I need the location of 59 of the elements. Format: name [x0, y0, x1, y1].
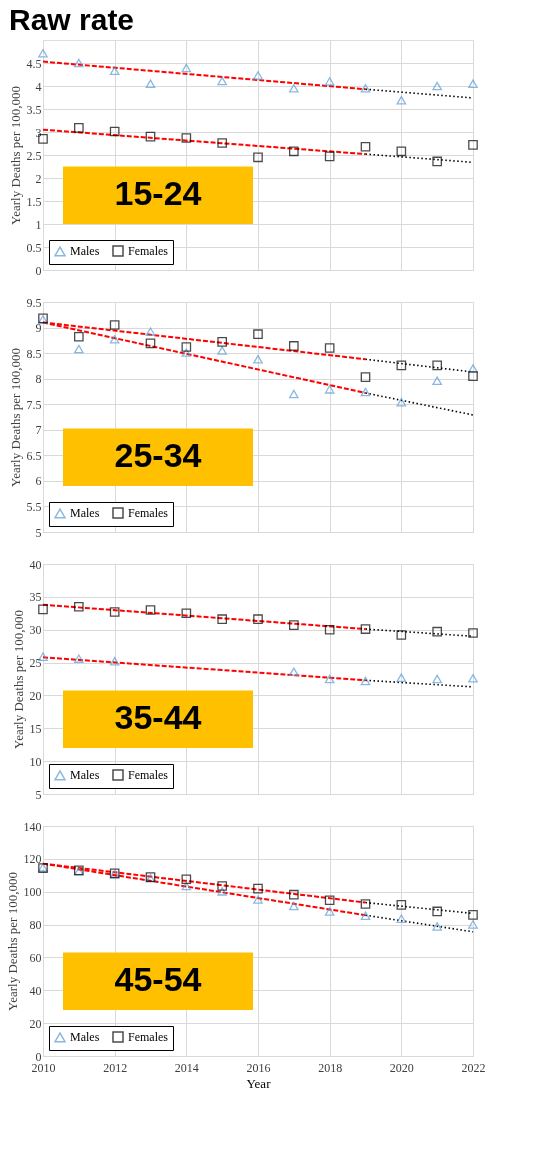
- y-tick-label: 40: [29, 557, 42, 572]
- y-tick-label: 8: [35, 372, 42, 387]
- y-tick-label: 7.5: [26, 397, 42, 412]
- y-tick-label: 0: [35, 263, 42, 278]
- chart-title: Raw rate: [9, 3, 135, 36]
- y-tick-label: 5: [35, 525, 42, 540]
- y-tick-label: 3: [35, 125, 42, 140]
- annotation: 35-44: [114, 698, 202, 737]
- annotation: 45-54: [114, 960, 202, 999]
- y-tick-label: 0.5: [26, 240, 42, 255]
- y-tick-label: 7: [35, 423, 42, 438]
- y-tick-label: 60: [29, 950, 42, 965]
- legend-label: Females: [128, 1030, 169, 1044]
- y-tick-label: 35: [29, 590, 42, 605]
- y-axis-title: Yearly Deaths per 100,000: [7, 86, 23, 225]
- y-tick-label: 8.5: [26, 346, 42, 361]
- legend-label: Males: [70, 244, 100, 259]
- x-tick-label: 2016: [246, 1060, 271, 1075]
- y-tick-label: 9.5: [26, 295, 42, 310]
- y-tick-label: 40: [29, 983, 42, 998]
- y-tick-label: 2: [35, 171, 42, 186]
- legend-label: Females: [128, 506, 169, 520]
- y-tick-label: 100: [23, 885, 42, 900]
- y-tick-label: 20: [29, 1016, 42, 1031]
- y-tick-label: 20: [29, 688, 42, 703]
- legend-label: Males: [70, 1030, 100, 1045]
- y-tick-label: 140: [23, 819, 42, 834]
- y-tick-label: 6.5: [26, 448, 42, 463]
- y-tick-label: 1.5: [26, 194, 42, 209]
- y-axis-title: Yearly Deaths per 100,000: [7, 348, 23, 487]
- y-tick-label: 5.5: [26, 499, 42, 514]
- y-tick-label: 2.5: [26, 148, 42, 163]
- legend-label: Females: [128, 768, 169, 782]
- y-tick-label: 5: [35, 787, 42, 802]
- annotation: 25-34: [114, 436, 202, 475]
- y-tick-label: 4.5: [26, 56, 42, 71]
- y-tick-label: 80: [29, 918, 42, 933]
- legend-label: Males: [70, 768, 100, 783]
- y-tick-label: 9: [35, 321, 42, 336]
- y-axis-title: Yearly Deaths per 100,000: [4, 872, 20, 1011]
- x-tick-label: 2018: [318, 1060, 343, 1075]
- x-tick-label: 2022: [461, 1060, 486, 1075]
- y-tick-label: 4: [35, 79, 42, 94]
- x-axis-title: Year: [246, 1075, 272, 1091]
- x-tick-label: 2014: [174, 1060, 199, 1075]
- y-tick-label: 3.5: [26, 102, 42, 117]
- x-tick-label: 2020: [389, 1060, 414, 1075]
- y-axis-title: Yearly Deaths per 100,000: [10, 610, 26, 749]
- y-tick-label: 6: [35, 474, 42, 489]
- x-tick-label: 2012: [103, 1060, 128, 1075]
- y-tick-label: 1: [35, 217, 42, 232]
- legend-label: Males: [70, 506, 100, 521]
- y-tick-label: 25: [29, 656, 42, 671]
- y-tick-label: 10: [29, 754, 42, 769]
- y-tick-label: 30: [29, 623, 42, 638]
- y-tick-label: 15: [29, 721, 42, 736]
- annotation: 15-24: [114, 174, 202, 213]
- legend-label: Females: [128, 244, 169, 258]
- y-tick-label: 120: [23, 852, 42, 867]
